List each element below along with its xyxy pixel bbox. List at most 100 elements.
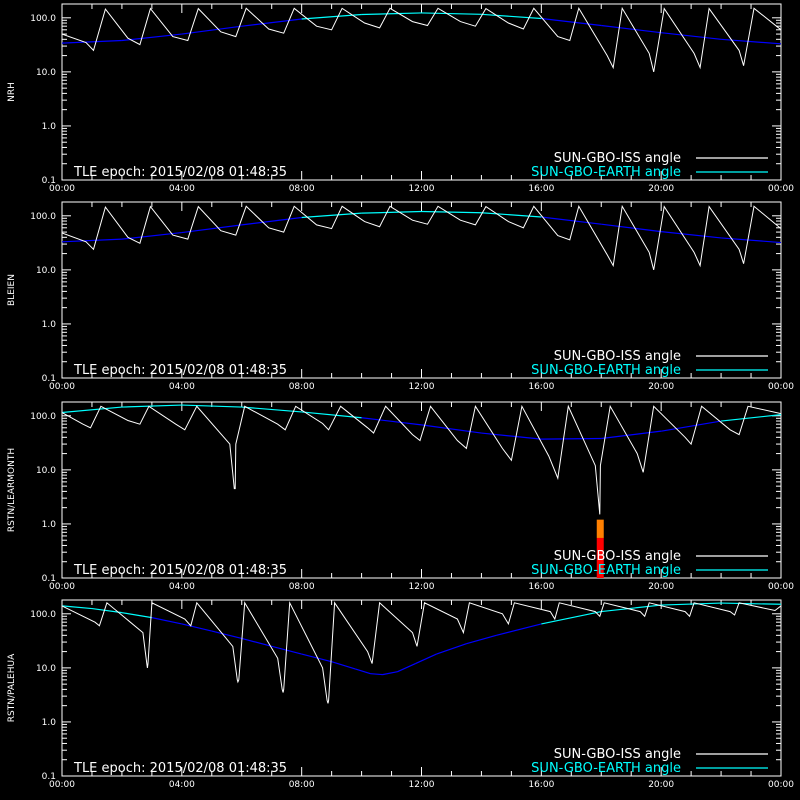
epoch-text: TLE epoch: 2015/02/08 01:48:35 <box>73 563 287 578</box>
earth-angle-segment <box>121 404 182 408</box>
earth-angle-segment <box>151 617 182 625</box>
earth-angle-segment <box>301 212 362 219</box>
earth-angle-segment <box>421 210 482 214</box>
y-axis-label: NRH <box>7 82 17 102</box>
iss-angle-line <box>62 6 781 73</box>
x-tick-label: 16:00 <box>528 184 554 194</box>
legend-earth-label: SUN-GBO-EARTH angle <box>531 165 681 180</box>
epoch-text: TLE epoch: 2015/02/08 01:48:35 <box>73 165 287 180</box>
earth-angle-segment <box>62 406 122 414</box>
event-bar-bottom <box>596 537 604 578</box>
earth-angle-segment <box>421 12 482 15</box>
x-tick-label: 08:00 <box>289 780 315 790</box>
earth-angle-segment <box>181 224 242 234</box>
earth-angle-segment <box>370 673 383 676</box>
x-tick-label: 08:00 <box>289 382 315 392</box>
earth-angle-segment <box>721 602 781 605</box>
x-tick-label: 16:00 <box>528 780 554 790</box>
event-bar-top <box>596 519 604 538</box>
earth-angle-segment <box>661 231 722 239</box>
earth-angle-segment <box>721 414 781 422</box>
earth-angle-segment <box>301 653 332 663</box>
epoch-text: TLE epoch: 2015/02/08 01:48:35 <box>73 761 287 776</box>
earth-angle-segment <box>541 17 602 27</box>
earth-angle-segment <box>241 216 302 226</box>
earth-angle-segment <box>601 223 662 233</box>
legend-iss-label: SUN-GBO-ISS angle <box>554 349 681 364</box>
earth-angle-segment <box>361 417 422 426</box>
plot-area <box>62 6 781 73</box>
legend-iss-label: SUN-GBO-ISS angle <box>554 549 681 564</box>
x-tick-label: 00:00 <box>49 780 75 790</box>
x-tick-label: 12:00 <box>409 582 435 592</box>
plot-area <box>62 600 781 704</box>
earth-angle-segment <box>661 32 722 40</box>
y-axis-label: BLEIEN <box>7 274 17 306</box>
y-tick-label: 10.0 <box>36 466 56 476</box>
y-tick-label: 0.1 <box>42 176 56 186</box>
earth-angle-segment <box>301 411 362 419</box>
earth-angle-segment <box>241 637 272 647</box>
y-tick-label: 10.0 <box>36 68 56 78</box>
x-tick-label: 00:00 <box>768 382 794 392</box>
plot-area <box>62 204 781 271</box>
earth-angle-segment <box>496 623 542 636</box>
legend-earth-label: SUN-GBO-EARTH angle <box>531 363 681 378</box>
x-tick-label: 08:00 <box>289 184 315 194</box>
iss-angle-line <box>62 600 781 704</box>
x-tick-label: 16:00 <box>528 382 554 392</box>
x-tick-label: 08:00 <box>289 582 315 592</box>
x-tick-label: 00:00 <box>768 184 794 194</box>
earth-angle-segment <box>421 424 482 434</box>
earth-angle-segment <box>415 653 437 665</box>
earth-angle-segment <box>601 604 662 613</box>
legend-iss-label: SUN-GBO-ISS angle <box>554 747 681 762</box>
earth-angle-segment <box>382 671 398 676</box>
earth-angle-segment <box>301 13 362 20</box>
y-tick-label: 10.0 <box>36 664 56 674</box>
earth-angle-segment <box>62 238 122 243</box>
y-tick-label: 100.0 <box>30 412 56 422</box>
y-tick-label: 100.0 <box>30 610 56 620</box>
earth-angle-segment <box>397 663 416 673</box>
x-tick-label: 00:00 <box>768 582 794 592</box>
x-tick-label: 12:00 <box>409 184 435 194</box>
y-tick-label: 1.0 <box>42 718 57 728</box>
earth-angle-segment <box>466 634 497 645</box>
chart-panel: 00:00 04:00 08:00 12:00 16:00 20:00 00:000.11.… <box>7 201 794 392</box>
x-tick-label: 12:00 <box>409 780 435 790</box>
earth-angle-segment <box>331 661 356 670</box>
x-tick-label: 20:00 <box>648 780 674 790</box>
earth-angle-segment <box>62 605 93 610</box>
chart-panel: 00:00 04:00 08:00 12:00 16:00 20:00 00:000.11.… <box>7 3 794 194</box>
earth-angle-segment <box>541 216 602 225</box>
chart-panel: 00:00 04:00 08:00 12:00 16:00 20:00 00:000.11.… <box>7 401 794 592</box>
y-tick-label: 100.0 <box>30 212 56 222</box>
y-axis-label: RSTN/LEARMONTH <box>7 448 17 532</box>
earth-angle-segment <box>541 437 602 440</box>
x-tick-label: 12:00 <box>409 382 435 392</box>
x-tick-label: 00:00 <box>49 382 75 392</box>
earth-angle-segment <box>661 420 722 432</box>
x-tick-label: 04:00 <box>169 184 195 194</box>
y-tick-label: 1.0 <box>42 520 57 530</box>
y-tick-label: 10.0 <box>36 266 56 276</box>
earth-angle-segment <box>181 623 212 632</box>
y-tick-label: 1.0 <box>42 122 57 132</box>
x-tick-label: 04:00 <box>169 582 195 592</box>
earth-angle-segment <box>355 668 371 675</box>
x-tick-label: 16:00 <box>528 582 554 592</box>
earth-angle-segment <box>721 38 781 45</box>
earth-angle-segment <box>241 406 302 413</box>
x-tick-label: 20:00 <box>648 582 674 592</box>
x-tick-label: 04:00 <box>169 382 195 392</box>
chart-panel: 00:00 04:00 08:00 12:00 16:00 20:00 00:000.11.… <box>7 599 794 790</box>
x-tick-label: 20:00 <box>648 382 674 392</box>
earth-angle-segment <box>541 610 602 625</box>
y-tick-label: 100.0 <box>30 14 56 24</box>
earth-angle-segment <box>361 210 422 214</box>
earth-angle-segment <box>436 643 467 655</box>
x-tick-label: 00:00 <box>49 184 75 194</box>
y-tick-label: 1.0 <box>42 320 57 330</box>
